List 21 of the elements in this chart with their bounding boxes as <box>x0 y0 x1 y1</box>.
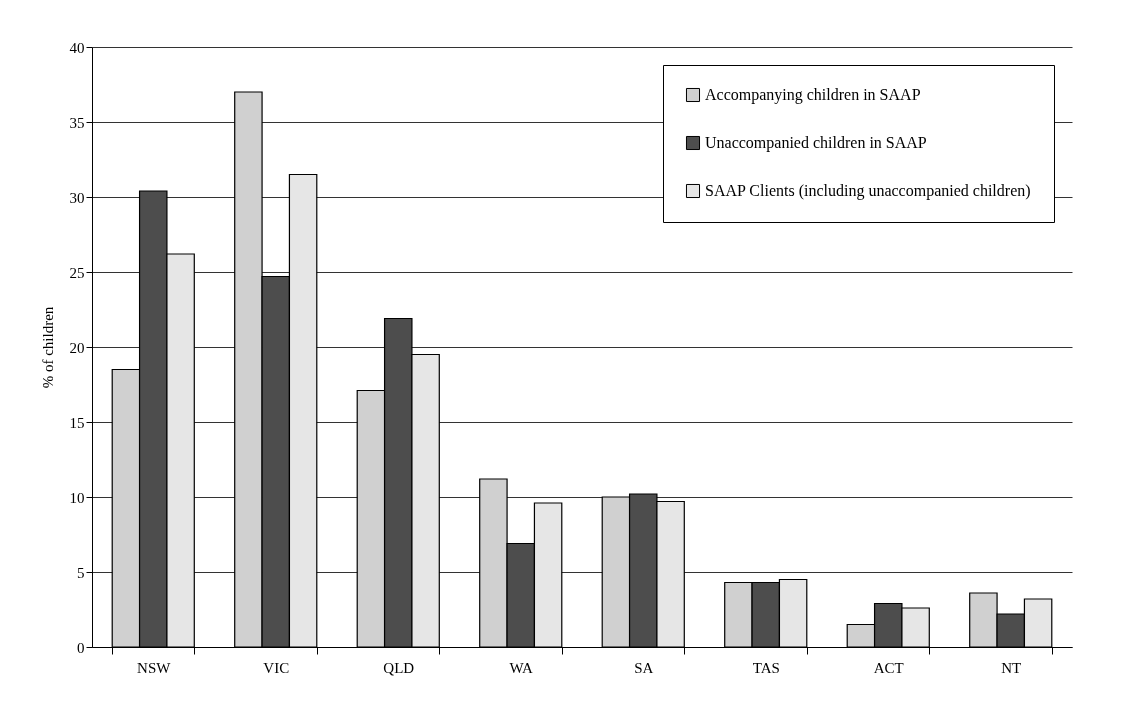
y-tick-label: 30 <box>69 189 85 206</box>
legend-label: Accompanying children in SAAP <box>705 86 921 104</box>
y-axis-title: % of children <box>39 306 56 389</box>
legend-label: SAAP Clients (including unaccompanied children) <box>705 182 1031 200</box>
x-tick-label: TAS <box>752 659 780 676</box>
y-tick-label: 25 <box>69 264 85 281</box>
x-tick-label: VIC <box>263 659 290 676</box>
x-tick-label: ACT <box>873 659 904 676</box>
x-tick-label: NT <box>1001 659 1022 676</box>
y-tick-label: 10 <box>69 489 85 506</box>
x-tick-label: SA <box>634 659 654 676</box>
legend-label: Unaccompanied children in SAAP <box>705 134 927 152</box>
x-tick-label: WA <box>509 659 534 676</box>
y-tick-label: 35 <box>69 114 85 131</box>
y-tick-label: 5 <box>77 564 85 581</box>
x-tick-label: NSW <box>137 659 172 676</box>
y-tick-label: 20 <box>69 339 85 356</box>
x-tick-label: QLD <box>383 659 415 676</box>
y-tick-label: 40 <box>69 39 85 56</box>
y-tick-label: 15 <box>69 414 85 431</box>
y-tick-label: 0 <box>77 639 85 656</box>
